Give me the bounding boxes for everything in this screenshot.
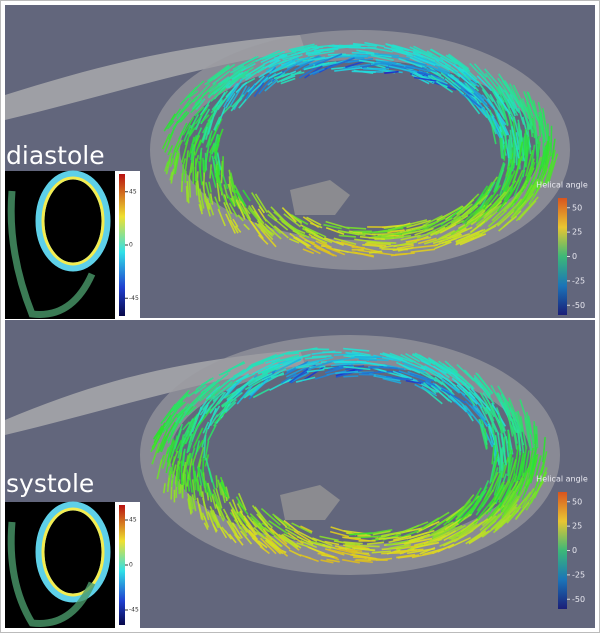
fibre [199,467,200,477]
fibre [363,69,382,70]
inset-colorbar [119,505,125,625]
fibre [522,138,523,162]
colorbar [558,492,567,609]
fibre [185,474,186,492]
colorbar-tick-label: -25 [572,276,585,285]
colorbar-tick-label: 25 [572,228,582,237]
inset-tick-label: -45 [129,607,139,614]
fibre [551,126,552,157]
colorbar-tick-label: 0 [572,252,577,261]
fibre [352,71,376,72]
fibre [180,484,181,494]
inset-tick-label: 0 [129,562,133,569]
fibre [181,461,182,485]
fibre [535,434,536,455]
colorbar-title: Helical angle [536,475,588,484]
colorbar-tick-label: 50 [572,203,582,212]
colorbar-tick-label: -25 [572,570,585,579]
fibre [182,165,183,181]
inset-tick-label: 45 [129,188,137,195]
fibre [374,63,392,64]
colorbar-tick-label: -50 [572,301,585,310]
fibre [216,475,217,488]
colorbar [558,198,567,315]
panel: systole 45 0 -45 Helical angle 50 25 0 -25 -50 [5,320,595,628]
fibre [179,466,180,480]
figure: diastole450-45Helical angle50250-25-50sy… [0,0,600,633]
colorbar-tick-label: -50 [572,595,585,604]
colorbar-title: Helical angle [536,181,588,190]
inset-tick-label: 0 [129,242,133,249]
fibre [354,357,381,358]
fibre [312,356,332,357]
fibre [369,367,389,368]
fibre [308,47,323,48]
phase-label: diastole [6,141,105,170]
inset-tick-label: -45 [129,295,139,302]
phase-label: systole [6,469,94,498]
fibre [508,430,509,450]
fibre [207,493,208,501]
fibre [196,182,197,195]
inset-tick-label: 45 [129,517,137,524]
colorbar-tick-label: 0 [572,546,577,555]
colorbar-tick-label: 25 [572,522,582,531]
fibre [343,376,358,377]
inset-colorbar [119,174,125,316]
fibre [172,479,173,487]
fibre [187,186,188,202]
fibre [347,550,362,551]
colorbar-tick-label: 50 [572,497,582,506]
fibre [189,175,190,197]
panel: diastole 45 0 -45 Helical angle 50 25 0 -25 -50 [5,5,595,319]
fibre [179,479,180,489]
